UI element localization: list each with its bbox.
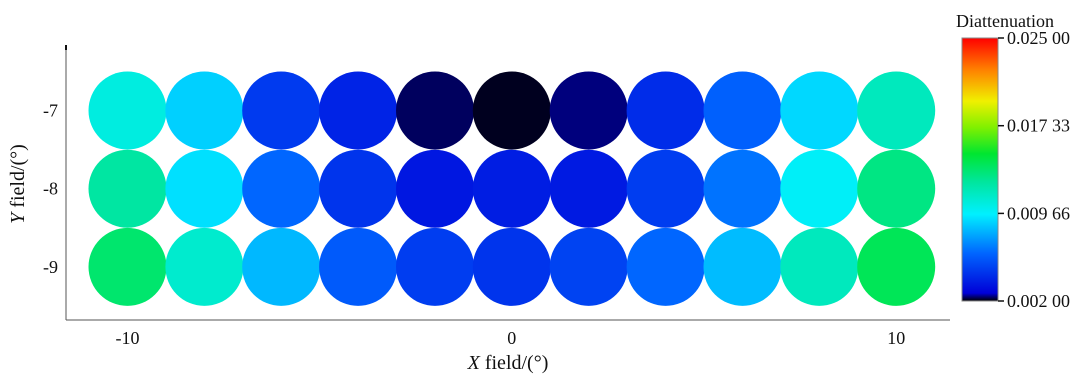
field-point-cell [319,227,398,306]
x-tick-label: 10 [887,328,905,348]
field-point-cell [472,71,551,150]
y-axis-label: Y field/(°) [7,144,29,224]
field-point-cell [857,71,936,150]
field-point-cell [703,149,782,228]
field-point-cell [472,227,551,306]
field-point-cell [549,71,628,150]
y-tick-label: -9 [43,257,58,277]
y-tick-label: -7 [43,101,58,121]
field-point-cell [472,149,551,228]
colorbar-gradient [961,37,999,302]
field-point-cell [319,71,398,150]
colorbar-title: Diattenuation [956,11,1054,31]
colorbar-ticks: 0.025 00 0.017 33 0.009 66 0.002 00 [998,28,1070,311]
field-point-cell [780,149,859,228]
x-tick-labels: -10 0 10 [116,328,906,348]
heatmap-cells [88,71,936,306]
colorbar-tick-label: 0.002 00 [1007,291,1070,311]
x-tick-label: 0 [507,328,516,348]
field-point-cell [242,149,321,228]
field-point-cell [242,71,321,150]
field-point-cell [165,149,244,228]
x-axis-label: X field/(°) [467,352,549,374]
colorbar-tick-label: 0.025 00 [1007,28,1070,48]
field-point-cell [319,149,398,228]
field-point-cell [780,227,859,306]
field-point-cell [88,149,167,228]
colorbar: Diattenuation 0.025 000.017 330.009 660.… [956,11,1070,311]
field-point-cell [165,227,244,306]
field-point-cell [396,227,474,306]
field-point-cell [626,149,705,228]
field-point-cell [88,71,167,150]
field-point-cell [703,227,782,306]
field-point-cell [396,149,474,228]
field-point-cell [780,71,859,150]
y-tick-label: -8 [43,179,58,199]
plot-area: -10 0 10 -7 -8 -9 [43,45,950,348]
field-point-cell [396,71,474,150]
field-point-cell [88,227,167,306]
field-point-cell [242,227,321,306]
x-tick-label: -10 [116,328,140,348]
field-point-cell [857,227,936,306]
field-point-cell [703,71,782,150]
colorbar-tick-label: 0.009 66 [1007,203,1070,223]
field-point-cell [549,149,628,228]
field-point-cell [857,149,936,228]
y-tick-labels: -7 -8 -9 [43,101,58,277]
field-point-cell [549,227,628,306]
colorbar-tick-label: 0.017 33 [1007,116,1070,136]
field-point-cell [626,227,705,306]
field-point-cell [626,71,705,150]
field-point-cell [165,71,244,150]
